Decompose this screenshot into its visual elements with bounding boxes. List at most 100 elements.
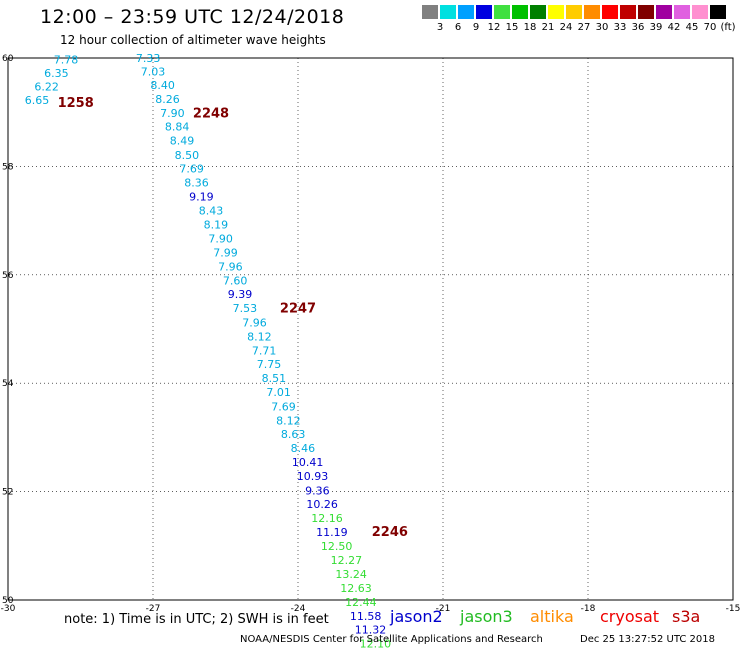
satellite-legend-s3a: s3a — [672, 607, 701, 626]
color-scale-tick: 30 — [595, 22, 609, 33]
longitude-tick-label: -24 — [291, 604, 306, 614]
satellite-legend-jason3: jason3 — [460, 607, 513, 626]
map-frame — [7, 57, 734, 601]
color-scale-tick: 9 — [472, 22, 480, 33]
color-swatch — [710, 5, 726, 19]
wave-height-value: 11.58 — [350, 610, 382, 623]
wave-height-value: 8.46 — [291, 442, 316, 455]
wave-height-value: 8.51 — [262, 372, 287, 385]
wave-height-value: 7.71 — [252, 344, 277, 357]
color-swatch — [656, 5, 672, 19]
color-swatch — [584, 5, 600, 19]
latitude-tick-label: 58 — [2, 162, 14, 172]
color-swatch — [512, 5, 528, 19]
wave-height-value: 6.35 — [44, 67, 69, 80]
wave-height-value: 9.39 — [228, 288, 253, 301]
color-swatch — [620, 5, 636, 19]
wave-height-value: 7.78 — [54, 53, 79, 66]
wave-height-value: 7.96 — [218, 260, 243, 273]
color-swatch — [494, 5, 510, 19]
wave-height-value: 13.24 — [335, 568, 367, 581]
wave-height-value: 8.63 — [281, 428, 306, 441]
color-scale-tick: 42 — [667, 22, 681, 33]
wave-height-value: 9.36 — [305, 484, 330, 497]
wave-height-value: 7.96 — [242, 316, 267, 329]
wave-height-value: 8.40 — [150, 79, 175, 92]
latitude-tick-label: 60 — [2, 54, 14, 64]
latitude-tick-label: 56 — [2, 271, 14, 281]
color-scale-tick: 21 — [541, 22, 555, 33]
color-scale-tick: 3 — [436, 22, 444, 33]
color-swatch — [566, 5, 582, 19]
wave-height-value: 7.33 — [136, 52, 161, 65]
wave-height-value: 11.19 — [316, 526, 348, 539]
longitude-tick-label: -18 — [581, 604, 596, 614]
wave-height-value: 8.12 — [247, 330, 272, 343]
wave-height-value: 7.90 — [208, 232, 233, 245]
wave-height-value: 10.93 — [297, 470, 329, 483]
wave-height-value: 7.90 — [160, 107, 185, 120]
track-time-label: 2248 — [193, 107, 229, 122]
wave-height-value: 7.03 — [141, 65, 166, 78]
credit-timestamp: Dec 25 13:27:52 UTC 2018 — [580, 634, 715, 645]
wave-height-value: 8.50 — [175, 149, 200, 162]
wave-height-value: 8.19 — [204, 219, 229, 232]
wave-height-value: 7.60 — [223, 275, 248, 288]
track-time-label: 2247 — [280, 302, 316, 317]
track-time-label: 1258 — [58, 96, 94, 111]
color-scale-tick: 33 — [613, 22, 627, 33]
page-title: 12:00 – 23:59 UTC 12/24/2018 — [40, 6, 345, 28]
wave-height-value: 6.22 — [34, 81, 59, 94]
wave-height-value: 7.99 — [213, 246, 238, 259]
wave-height-value: 11.32 — [355, 624, 387, 637]
wave-height-value: 12.44 — [345, 596, 377, 609]
satellite-legend-altika: altika — [530, 607, 574, 626]
longitude-tick-label: -21 — [436, 604, 451, 614]
color-swatch — [422, 5, 438, 19]
wave-height-value: 8.26 — [155, 93, 180, 106]
latitude-tick-label: 54 — [2, 379, 14, 389]
wave-height-value: 7.69 — [179, 162, 204, 175]
wave-height-value: 8.43 — [199, 205, 224, 218]
latitude-tick-label: 50 — [2, 596, 14, 606]
wave-height-value: 12.10 — [360, 638, 392, 650]
longitude-tick-label: -15 — [726, 604, 740, 614]
color-swatch — [638, 5, 654, 19]
color-scale-tick: 15 — [505, 22, 519, 33]
longitude-tick-label: -30 — [1, 604, 16, 614]
color-swatch — [440, 5, 456, 19]
wave-height-value: 8.84 — [165, 121, 190, 134]
color-scale-tick: 18 — [523, 22, 537, 33]
color-scale-tick: 12 — [487, 22, 501, 33]
wave-height-value: 12.27 — [331, 554, 363, 567]
latitude-tick-label: 52 — [2, 488, 13, 498]
footer-note: note: 1) Time is in UTC; 2) SWH is in fe… — [64, 612, 329, 627]
color-scale-tick: 36 — [631, 22, 645, 33]
satellite-legend-cryosat: cryosat — [600, 607, 660, 626]
wave-height-value: 7.53 — [233, 302, 258, 315]
wave-height-value: 7.69 — [271, 400, 296, 413]
wave-height-value: 10.26 — [306, 498, 338, 511]
color-scale-tick: 27 — [577, 22, 591, 33]
satellite-legend-jason2: jason2 — [390, 607, 443, 626]
color-scale-tick: 24 — [559, 22, 573, 33]
color-swatch — [692, 5, 708, 19]
wave-height-value: 6.65 — [25, 94, 50, 107]
wave-height-value: 12.63 — [340, 582, 372, 595]
wave-height-value: 12.50 — [321, 540, 353, 553]
color-scale-tick: (ft) — [720, 22, 736, 33]
color-scale-tick: 70 — [703, 22, 717, 33]
wave-height-value: 7.01 — [266, 386, 291, 399]
page-subtitle: 12 hour collection of altimeter wave hei… — [60, 33, 326, 47]
color-scale-tick: 6 — [454, 22, 462, 33]
color-scale-tick: 39 — [649, 22, 663, 33]
color-swatch — [548, 5, 564, 19]
track-time-label: 2246 — [372, 525, 408, 540]
wave-height-value: 7.75 — [257, 358, 282, 371]
color-swatch — [530, 5, 546, 19]
color-swatch — [476, 5, 492, 19]
wave-height-value: 8.36 — [184, 176, 209, 189]
color-swatch — [458, 5, 474, 19]
longitude-tick-label: -27 — [146, 604, 161, 614]
